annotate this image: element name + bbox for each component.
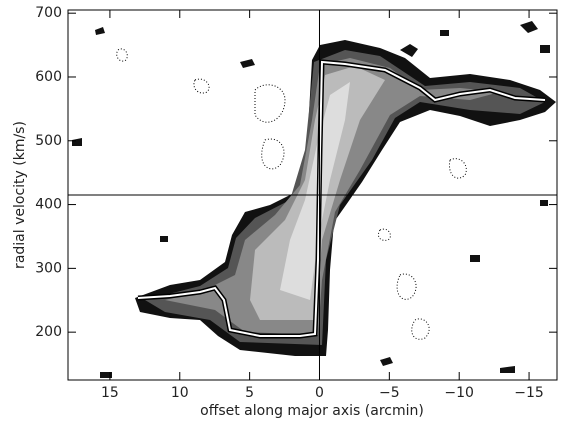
contour-core <box>280 82 350 300</box>
x-tick-label: 0 <box>315 385 324 401</box>
y-tick-label: 500 <box>35 133 62 149</box>
negative-contours <box>116 48 467 340</box>
y-tick-label: 400 <box>35 197 62 213</box>
x-tick-label: −10 <box>444 385 474 401</box>
x-tick-label: 10 <box>171 385 189 401</box>
x-tick-label: 15 <box>101 385 119 401</box>
y-axis-label: radial velocity (km/s) <box>12 121 28 269</box>
y-tick-label: 200 <box>35 324 62 340</box>
x-tick-label: −15 <box>514 385 544 401</box>
y-tick-label: 300 <box>35 260 62 276</box>
x-tick-label: −5 <box>379 385 400 401</box>
x-axis-label: offset along major axis (arcmin) <box>200 403 424 419</box>
emission-map <box>72 21 556 378</box>
y-tick-label: 700 <box>35 5 62 21</box>
y-tick-label: 600 <box>35 69 62 85</box>
x-tick-label: 5 <box>245 385 254 401</box>
